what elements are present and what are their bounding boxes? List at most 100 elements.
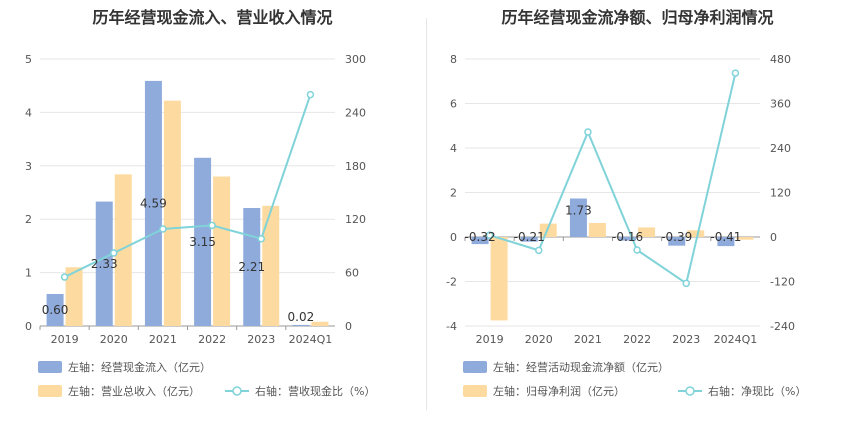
legend-swatch xyxy=(463,385,487,397)
y-right-tick-label: 0 xyxy=(345,320,352,333)
bar-series2 xyxy=(736,237,754,240)
bar-series2 xyxy=(638,227,656,237)
right-chart-title: 历年经营现金流净额、归母净利润情况 xyxy=(501,8,774,27)
y-right-tick-label: 240 xyxy=(770,142,791,155)
line-point xyxy=(60,273,69,281)
bar-data-label: 2.21 xyxy=(238,260,265,274)
y-left-tick-label: 4 xyxy=(25,106,32,119)
y-right-tick-label: 120 xyxy=(770,187,791,200)
y-right-tick-label: 60 xyxy=(345,267,359,280)
bar-data-label: -0.32 xyxy=(465,230,496,244)
left-chart-title: 历年经营现金流入、营业收入情况 xyxy=(92,8,333,27)
bar-series2 xyxy=(65,267,83,326)
y-right-tick-label: 0 xyxy=(770,231,777,244)
left-chart-panel: 历年经营现金流入、营业收入情况 0 1 2 3 4 5 0 60 120 180 240 300 201… xyxy=(25,8,375,398)
line-point xyxy=(306,90,315,99)
bar-series1 xyxy=(194,157,212,326)
bar-data-label: -0.16 xyxy=(612,230,643,244)
bar-series1 xyxy=(668,237,686,246)
y-right-tick-label: 240 xyxy=(345,106,366,119)
left-chart-svg: 0 1 2 3 4 5 0 60 120 180 240 300 2019 2020 2021 2022 202… xyxy=(25,53,375,398)
y-left-tick-label: 0 xyxy=(450,231,457,244)
bar-series2 xyxy=(687,230,705,237)
legend-label: 右轴：净现比（%） xyxy=(708,384,806,398)
bar-data-label: 0.60 xyxy=(42,303,69,317)
bar-data-label: -0.21 xyxy=(514,230,545,244)
line-point xyxy=(584,128,592,136)
line-point xyxy=(110,249,118,257)
x-tick-label: 2020 xyxy=(100,333,128,346)
bar-series2 xyxy=(114,174,132,326)
bar-series1 xyxy=(144,80,162,326)
y-left-tick-label: 4 xyxy=(450,142,457,155)
legend-line-marker xyxy=(232,386,242,396)
bar-data-label: 0.02 xyxy=(288,310,315,324)
y-left-tick-label: 2 xyxy=(450,187,457,200)
bar-series1 xyxy=(619,237,637,241)
y-left-tick-label: 8 xyxy=(450,53,457,66)
bar-series2 xyxy=(588,222,606,237)
y-left-tick-label: 5 xyxy=(25,53,32,66)
bar-data-label: 3.15 xyxy=(189,235,216,249)
y-right-tick-label: -120 xyxy=(770,276,795,289)
bar-series2 xyxy=(311,321,329,326)
x-tick-label: 2022 xyxy=(198,333,226,346)
bar-series2 xyxy=(262,205,280,326)
y-left-tick-label: 0 xyxy=(25,320,32,333)
bar-series1 xyxy=(717,237,735,247)
x-tick-label: 2024Q1 xyxy=(289,333,333,346)
line-point xyxy=(257,235,265,243)
legend-swatch xyxy=(38,385,62,397)
bar-series1 xyxy=(46,293,64,326)
right-chart-svg: -4 -2 0 2 4 6 8 -240 -120 0 120 240 360 480 2019 2020 20… xyxy=(446,53,806,398)
y-left-tick-label: 3 xyxy=(25,160,32,173)
x-tick-label: 2019 xyxy=(476,333,504,346)
x-tick-label: 2024Q1 xyxy=(714,333,758,346)
legend-label: 右轴：营收现金比（%） xyxy=(255,384,375,398)
line-point xyxy=(208,221,216,230)
bar-data-label: 4.59 xyxy=(140,196,167,210)
y-left-tick-label: -4 xyxy=(446,320,457,333)
panel-divider xyxy=(426,18,427,410)
bar-data-label: -0.41 xyxy=(710,230,741,244)
y-right-tick-label: -240 xyxy=(770,320,795,333)
x-tick-label: 2023 xyxy=(672,333,700,346)
y-left-tick-label: -2 xyxy=(446,276,457,289)
legend-label: 左轴：营业总收入（亿元） xyxy=(68,384,200,398)
x-tick-label: 2019 xyxy=(51,333,79,346)
y-right-tick-label: 120 xyxy=(345,213,366,226)
y-left-tick-label: 6 xyxy=(450,98,457,111)
line-point xyxy=(682,279,690,288)
y-right-tick-label: 300 xyxy=(345,53,366,66)
line-point xyxy=(159,225,167,233)
bar-series2 xyxy=(213,176,231,326)
right-chart-panel: 历年经营现金流净额、归母净利润情况 -4 -2 0 2 4 6 8 -240 -120 0 120 2… xyxy=(425,0,850,437)
bar-series2 xyxy=(163,100,181,326)
bar-series1 xyxy=(569,198,587,237)
bar-data-label: 2.33 xyxy=(91,257,118,271)
bar-data-label: 1.73 xyxy=(565,204,592,218)
legend-label: 左轴：归母净利润（亿元） xyxy=(493,384,625,398)
x-tick-label: 2023 xyxy=(247,333,275,346)
bar-series1 xyxy=(520,237,538,242)
y-right-tick-label: 360 xyxy=(770,98,791,111)
y-left-tick-label: 1 xyxy=(25,267,32,280)
x-tick-label: 2021 xyxy=(149,333,177,346)
bar-data-label: -0.39 xyxy=(661,230,692,244)
bar-series2 xyxy=(490,237,508,321)
legend-label: 左轴：经营现金流入（亿元） xyxy=(68,360,211,374)
bar-series1 xyxy=(292,324,310,326)
x-tick-label: 2021 xyxy=(574,333,602,346)
y-right-tick-label: 180 xyxy=(345,160,366,173)
line-series3 xyxy=(489,72,737,285)
line-series3 xyxy=(64,94,312,278)
bar-series1 xyxy=(471,237,489,245)
x-tick-label: 2022 xyxy=(623,333,651,346)
legend-line-marker xyxy=(685,386,695,396)
y-right-tick-label: 480 xyxy=(770,53,791,66)
bar-series1 xyxy=(95,201,113,326)
y-left-tick-label: 2 xyxy=(25,213,32,226)
line-point xyxy=(485,231,494,239)
legend-label: 左轴：经营活动现金流净额（亿元） xyxy=(493,360,669,374)
legend-swatch xyxy=(38,361,62,373)
